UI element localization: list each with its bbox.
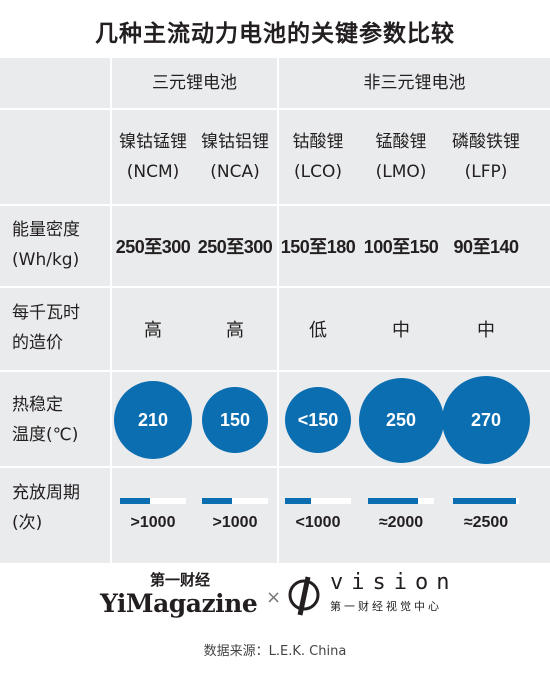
row-label-cycle: 充放周期 (次) bbox=[12, 478, 112, 538]
page-title: 几种主流动力电池的关键参数比较 bbox=[95, 21, 455, 47]
row-divider bbox=[0, 108, 550, 110]
cost-value: 高 bbox=[144, 320, 162, 341]
energy-density-value: 250至300 bbox=[197, 237, 273, 257]
group-non-ternary: 非三元锂电池 bbox=[363, 73, 466, 93]
cycle-value: ≈2000 bbox=[378, 514, 424, 531]
cycle-value: >1000 bbox=[212, 514, 258, 531]
row-label-line: 每千瓦时 bbox=[12, 303, 80, 323]
thermal-stability-bubble: 250 bbox=[358, 377, 444, 463]
battery-code: (LCO) bbox=[294, 162, 342, 182]
battery-code: (LFP) bbox=[464, 162, 508, 182]
cost-value: 高 bbox=[226, 320, 244, 341]
battery-code: (NCM) bbox=[126, 162, 180, 182]
cycle-bar-fill bbox=[202, 498, 232, 504]
thermal-stability-bubble: 210 bbox=[114, 381, 192, 459]
battery-name: 钴酸锂 bbox=[292, 132, 344, 152]
cost-value: 中 bbox=[392, 320, 410, 341]
cycle-bar bbox=[202, 498, 268, 504]
row-label-line: 温度(℃) bbox=[12, 425, 79, 445]
energy-density-value: 100至150 bbox=[363, 237, 439, 257]
battery-code: (LMO) bbox=[375, 162, 427, 182]
cycle-bar bbox=[285, 498, 351, 504]
cycle-value: >1000 bbox=[130, 514, 176, 531]
cycle-bar bbox=[120, 498, 186, 504]
row-label-line: (次) bbox=[12, 513, 43, 533]
logo-bar: 第一财经 YiMagazine × vision 第一财经视觉中心 bbox=[0, 567, 550, 627]
cost-value: 中 bbox=[477, 320, 495, 341]
thermal-stability-bubble: <150 bbox=[285, 387, 351, 453]
row-divider bbox=[0, 466, 550, 468]
yimagazine-logo: YiMagazine bbox=[100, 589, 258, 618]
cycle-bar-fill bbox=[453, 498, 516, 504]
row-divider bbox=[0, 204, 550, 206]
battery-header: 磷酸铁锂 (LFP) bbox=[444, 110, 528, 204]
battery-header: 锰酸锂 (LMO) bbox=[359, 110, 443, 204]
data-source: 数据来源：L.E.K. China bbox=[203, 644, 347, 659]
cycle-value: <1000 bbox=[295, 514, 341, 531]
battery-header: 镍钴铝锂 (NCA) bbox=[193, 110, 277, 204]
row-label-line: 充放周期 bbox=[12, 483, 80, 503]
row-label-energy: 能量密度 (Wh/kg) bbox=[12, 215, 112, 275]
battery-header: 钴酸锂 (LCO) bbox=[276, 110, 360, 204]
battery-name: 镍钴锰锂 bbox=[119, 132, 187, 152]
row-label-line: 的造价 bbox=[12, 333, 63, 353]
comparison-table: 三元锂电池 非三元锂电池 能量密度 (Wh/kg) 每千瓦时 的造价 热稳定 温… bbox=[0, 58, 550, 563]
group-ternary: 三元锂电池 bbox=[152, 73, 237, 93]
vision-logo-icon bbox=[288, 576, 320, 616]
row-label-cost: 每千瓦时 的造价 bbox=[12, 298, 112, 358]
row-label-temp: 热稳定 温度(℃) bbox=[12, 390, 112, 450]
row-label-line: (Wh/kg) bbox=[12, 250, 80, 270]
vision-logo-subtitle: 第一财经视觉中心 bbox=[330, 600, 442, 613]
cycle-bar bbox=[453, 498, 519, 504]
battery-code: (NCA) bbox=[210, 162, 260, 182]
battery-header: 镍钴锰锂 (NCM) bbox=[111, 110, 195, 204]
column-divider bbox=[110, 58, 112, 563]
thermal-stability-bubble: 270 bbox=[442, 376, 530, 464]
row-label-line: 能量密度 bbox=[12, 220, 80, 240]
cost-value: 低 bbox=[309, 320, 327, 341]
thermal-stability-bubble: 150 bbox=[202, 387, 268, 453]
energy-density-value: 90至140 bbox=[453, 237, 519, 257]
yimagazine-logo-cn: 第一财经 bbox=[150, 571, 211, 589]
vision-logo-text: vision bbox=[330, 570, 458, 595]
cycle-bar bbox=[368, 498, 434, 504]
energy-density-value: 250至300 bbox=[115, 237, 191, 257]
battery-name: 磷酸铁锂 bbox=[452, 132, 520, 152]
cross-icon: × bbox=[266, 587, 282, 608]
energy-density-value: 150至180 bbox=[280, 237, 356, 257]
cycle-bar-fill bbox=[368, 498, 418, 504]
row-divider bbox=[0, 286, 550, 288]
battery-name: 镍钴铝锂 bbox=[201, 132, 269, 152]
cycle-value: ≈2500 bbox=[463, 514, 509, 531]
cycle-bar-fill bbox=[285, 498, 312, 504]
row-label-line: 热稳定 bbox=[12, 395, 63, 415]
cycle-bar-fill bbox=[120, 498, 150, 504]
battery-name: 锰酸锂 bbox=[375, 132, 427, 152]
column-divider bbox=[277, 58, 279, 563]
row-divider bbox=[0, 370, 550, 372]
